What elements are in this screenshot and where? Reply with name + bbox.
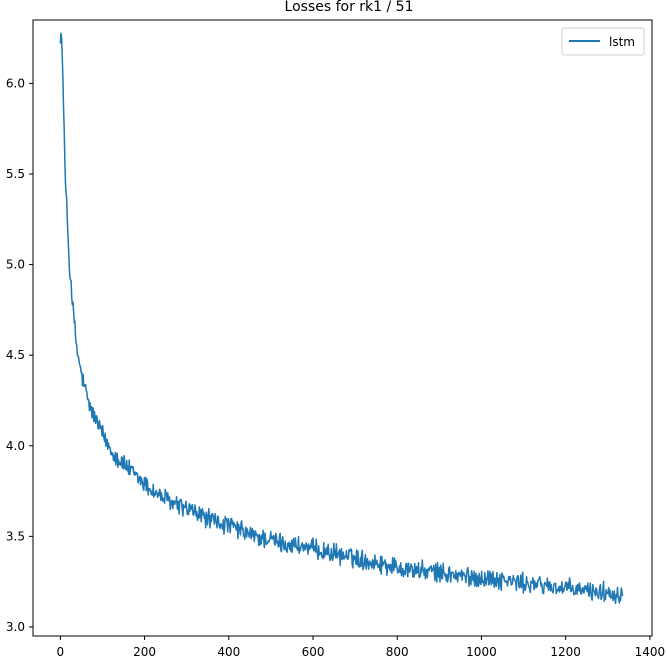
x-tick-label: 200: [133, 645, 156, 657]
legend-box: [561, 27, 645, 56]
x-tick-label: 600: [302, 645, 325, 657]
plot-layer: [59, 32, 624, 605]
y-tick-label: 3.5: [6, 529, 25, 543]
legend-label-lstm: lstm: [609, 35, 635, 49]
plot-frame: [32, 19, 653, 637]
x-tick-label: 1400: [635, 645, 666, 657]
x-tick-label: 1200: [550, 645, 581, 657]
x-tick-label: 800: [386, 645, 409, 657]
chart-title: Losses for rk1 / 51: [285, 0, 414, 15]
legend: lstm: [561, 27, 645, 56]
series-line-lstm: [59, 32, 624, 605]
ticks-layer: 0 200 400 600 800 1000 1200 1400 3.0 3.5 4.0 4.5 5.0…: [6, 76, 666, 659]
y-tick-label: 4.5: [6, 348, 25, 362]
y-tick-label: 3.0: [6, 620, 25, 634]
x-tick-label: 1000: [466, 645, 497, 657]
x-tick-label: 0: [57, 645, 65, 657]
x-tick-label: 400: [217, 645, 240, 657]
y-tick-label: 5.0: [6, 258, 25, 272]
y-tick-label: 4.0: [6, 439, 25, 453]
y-tick-label: 5.5: [6, 167, 25, 181]
y-tick-label: 6.0: [6, 76, 25, 90]
